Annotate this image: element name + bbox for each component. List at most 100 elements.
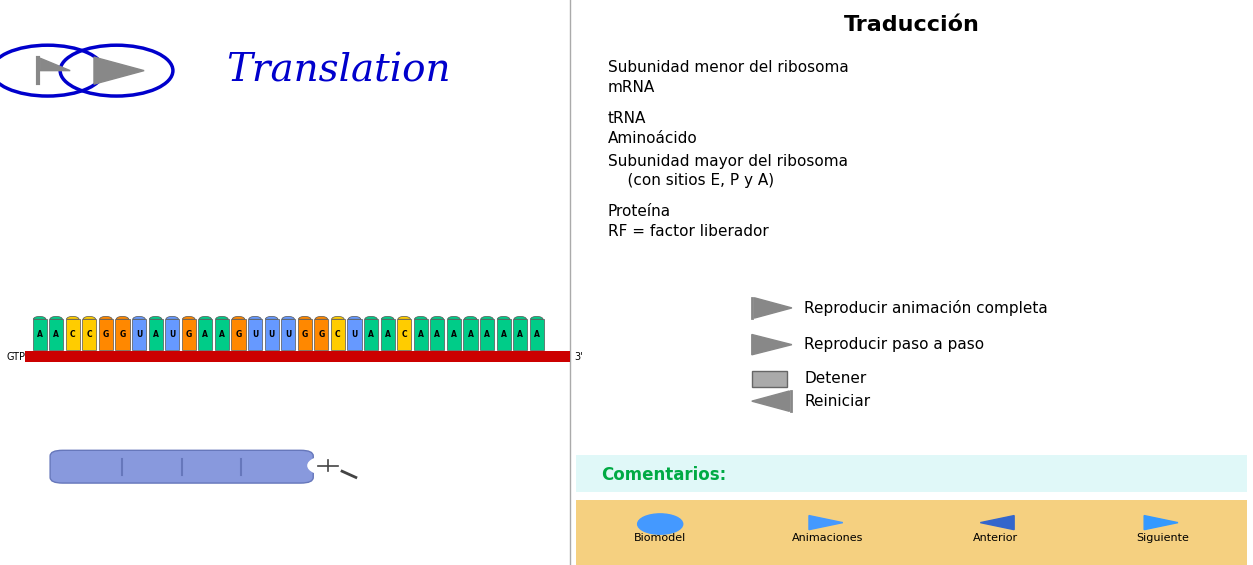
FancyBboxPatch shape [149,319,163,350]
Text: A: A [219,331,224,339]
Circle shape [638,514,683,534]
Text: U: U [351,331,357,339]
Text: A: A [451,331,457,339]
Polygon shape [809,515,843,530]
Text: Anterior: Anterior [972,533,1017,543]
FancyBboxPatch shape [480,319,494,350]
FancyBboxPatch shape [264,319,278,350]
Wedge shape [398,316,411,319]
FancyBboxPatch shape [381,319,395,350]
Wedge shape [464,316,477,319]
FancyBboxPatch shape [530,319,544,350]
FancyBboxPatch shape [464,319,477,350]
Polygon shape [980,515,1014,530]
Wedge shape [117,316,129,319]
FancyBboxPatch shape [752,371,787,387]
Text: C: C [401,331,407,339]
Text: G: G [119,331,125,339]
FancyBboxPatch shape [397,319,411,350]
Wedge shape [199,316,212,319]
Text: (con sitios E, P y A): (con sitios E, P y A) [608,173,774,188]
FancyBboxPatch shape [413,319,427,350]
Wedge shape [481,316,494,319]
Text: Subunidad menor del ribosoma: Subunidad menor del ribosoma [608,60,848,75]
Text: U: U [252,331,258,339]
Text: Aminoácido: Aminoácido [608,131,698,146]
FancyBboxPatch shape [99,319,113,350]
FancyBboxPatch shape [430,319,445,350]
Wedge shape [149,316,162,319]
FancyBboxPatch shape [232,319,246,350]
FancyBboxPatch shape [165,319,179,350]
FancyBboxPatch shape [83,319,96,350]
FancyBboxPatch shape [496,319,511,350]
Wedge shape [315,316,327,319]
FancyBboxPatch shape [576,455,1247,492]
Wedge shape [249,316,262,319]
Wedge shape [266,316,278,319]
Text: Proteína: Proteína [608,205,670,219]
Wedge shape [34,316,46,319]
Wedge shape [83,316,95,319]
Wedge shape [298,316,311,319]
Text: C: C [70,331,75,339]
Text: U: U [286,331,291,339]
Text: A: A [153,331,159,339]
Text: A: A [417,331,424,339]
FancyBboxPatch shape [248,319,262,350]
FancyBboxPatch shape [365,319,378,350]
Text: U: U [268,331,274,339]
Text: G: G [318,331,325,339]
Wedge shape [332,316,345,319]
Wedge shape [50,316,63,319]
Wedge shape [514,316,526,319]
Wedge shape [497,316,510,319]
Text: 3': 3' [574,351,583,362]
FancyBboxPatch shape [214,319,229,350]
Wedge shape [415,316,427,319]
FancyBboxPatch shape [576,500,1247,565]
Text: Comentarios:: Comentarios: [601,466,727,484]
FancyBboxPatch shape [132,319,147,350]
Text: Biomodel: Biomodel [634,533,687,543]
Text: A: A [435,331,440,339]
Text: Animaciones: Animaciones [792,533,863,543]
FancyBboxPatch shape [514,319,528,350]
Text: Translation: Translation [226,52,451,89]
Text: A: A [517,331,524,339]
Text: Subunidad mayor del ribosoma: Subunidad mayor del ribosoma [608,154,848,168]
Text: C: C [335,331,341,339]
Wedge shape [183,316,195,319]
Wedge shape [381,316,393,319]
Text: A: A [36,331,43,339]
FancyBboxPatch shape [50,450,313,483]
FancyBboxPatch shape [347,319,362,350]
Text: C: C [86,331,93,339]
FancyBboxPatch shape [331,319,345,350]
Text: A: A [368,331,373,339]
Text: GTP: GTP [6,351,25,362]
Polygon shape [754,298,792,318]
Polygon shape [94,57,144,84]
Circle shape [60,45,173,96]
FancyBboxPatch shape [49,319,63,350]
Polygon shape [1144,515,1178,530]
FancyBboxPatch shape [25,351,570,362]
Text: Traducción: Traducción [843,15,980,36]
Circle shape [308,457,348,475]
Wedge shape [232,316,244,319]
Text: A: A [534,331,540,339]
Polygon shape [752,391,789,411]
Text: Reiniciar: Reiniciar [804,394,871,408]
Wedge shape [133,316,145,319]
Text: tRNA: tRNA [608,111,647,126]
Text: Reproducir paso a paso: Reproducir paso a paso [804,337,985,352]
Text: mRNA: mRNA [608,80,655,95]
Polygon shape [40,58,70,71]
Wedge shape [282,316,294,319]
Wedge shape [530,316,543,319]
Wedge shape [99,316,113,319]
Text: G: G [302,331,308,339]
FancyBboxPatch shape [281,319,296,350]
Text: U: U [169,331,175,339]
